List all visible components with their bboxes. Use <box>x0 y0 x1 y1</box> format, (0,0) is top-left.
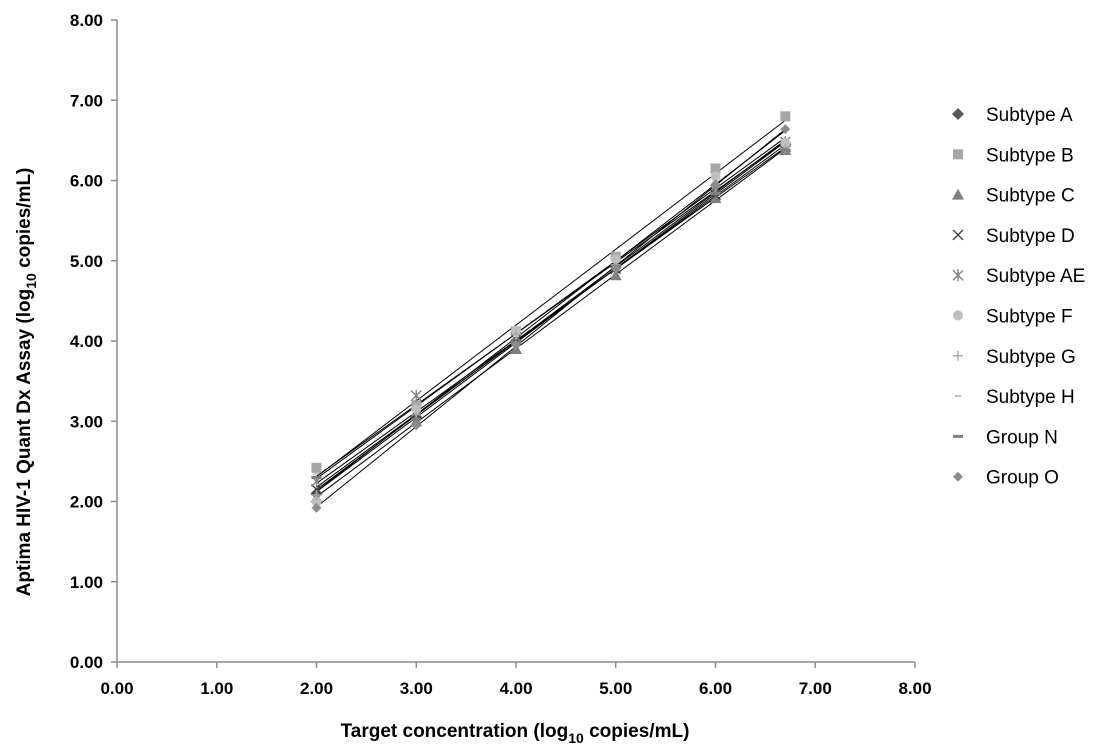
legend-marker <box>952 229 964 241</box>
y-axis-ticks: 0.00 1.00 2.00 3.00 4.00 5.00 6.00 7.00 8.00 <box>70 11 117 672</box>
data-point <box>411 420 422 431</box>
x-tick-label: 2.00 <box>300 679 333 698</box>
legend-label: Subtype G <box>986 347 1076 368</box>
data-point <box>710 163 721 174</box>
legend-label: Subtype B <box>986 145 1074 166</box>
x-tick-label: 1.00 <box>200 679 233 698</box>
data-points <box>310 111 792 513</box>
trendline-group-o <box>316 128 786 508</box>
legend-item: Subtype G <box>953 347 1076 368</box>
legend-label: Subtype D <box>986 226 1075 247</box>
legend-marker <box>952 188 964 200</box>
y-tick-label: 8.00 <box>70 11 103 30</box>
y-tick-label: 3.00 <box>70 412 103 431</box>
y-axis-title-tail: copies/mL) <box>14 168 35 274</box>
trendline-subtype-d <box>316 144 786 488</box>
data-point <box>311 496 322 507</box>
data-point <box>710 179 721 190</box>
data-point <box>311 462 322 473</box>
data-point <box>709 192 722 204</box>
trendline-subtype-c <box>316 148 786 498</box>
legend-marker <box>953 471 963 482</box>
x-tick-label: 0.00 <box>100 679 133 698</box>
legend-label: Group N <box>986 427 1058 448</box>
y-axis-title-main: Aptima HIV-1 Quant Dx Assay (log <box>14 289 35 597</box>
data-point <box>780 124 791 135</box>
data-point <box>311 490 322 501</box>
data-point <box>511 340 521 351</box>
legend-marker <box>953 310 963 321</box>
legend-item: Group O <box>953 468 1059 489</box>
data-point <box>311 483 322 495</box>
y-tick-label: 4.00 <box>70 332 103 351</box>
y-axis-title: Aptima HIV-1 Quant Dx Assay (log10 copie… <box>14 168 39 597</box>
y-tick-label: 5.00 <box>70 252 103 271</box>
data-point <box>710 171 721 182</box>
legend-item: Subtype F <box>953 307 1073 328</box>
data-point <box>610 263 621 274</box>
x-axis-title-sub: 10 <box>568 730 584 746</box>
legend-item: Subtype B <box>953 145 1074 166</box>
legend-marker <box>953 149 963 160</box>
series-group-o <box>311 124 791 513</box>
legend-label: Subtype AE <box>986 266 1085 287</box>
legend-marker <box>953 350 963 361</box>
y-tick-label: 2.00 <box>70 493 103 512</box>
x-tick-label: 5.00 <box>599 679 632 698</box>
y-tick-label: 1.00 <box>70 573 103 592</box>
data-point <box>780 111 791 122</box>
data-point <box>780 143 791 154</box>
x-tick-label: 7.00 <box>799 679 832 698</box>
y-tick-label: 6.00 <box>70 172 103 191</box>
legend-item: Subtype AE <box>952 266 1085 287</box>
x-tick-label: 6.00 <box>699 679 732 698</box>
legend: Subtype A Subtype B Subtype C Subtype D Subt… <box>952 105 1085 489</box>
trendline-subtype-h <box>316 137 786 479</box>
data-point <box>410 389 422 402</box>
legend-label: Subtype C <box>986 186 1075 207</box>
trendlines <box>316 119 786 508</box>
x-axis-ticks: 0.00 1.00 2.00 3.00 4.00 5.00 6.00 7.00 8.00 <box>100 662 932 698</box>
x-tick-label: 8.00 <box>898 679 931 698</box>
x-tick-label: 3.00 <box>400 679 433 698</box>
trendline-group-n <box>316 147 786 484</box>
legend-item: Subtype D <box>952 226 1075 247</box>
legend-label: Subtype A <box>986 105 1073 126</box>
legend-label: Subtype F <box>986 307 1073 328</box>
x-tick-label: 4.00 <box>499 679 532 698</box>
y-axis-title-sub: 10 <box>23 273 39 289</box>
y-tick-label: 0.00 <box>70 653 103 672</box>
data-point <box>511 329 521 340</box>
x-axis-title-main: Target concentration (log <box>341 721 569 742</box>
legend-item: Group N <box>953 427 1058 448</box>
legend-item: Subtype A <box>952 105 1073 126</box>
series-subtype-b <box>311 111 791 473</box>
trendline-subtype-a <box>316 141 786 493</box>
legend-marker <box>952 108 964 120</box>
legend-label: Subtype H <box>986 387 1075 408</box>
x-axis-title-tail: copies/mL) <box>584 721 690 742</box>
y-tick-label: 7.00 <box>70 91 103 110</box>
trendline-subtype-b <box>316 119 786 478</box>
legend-label: Group O <box>986 468 1059 489</box>
legend-marker <box>952 269 964 282</box>
data-point <box>311 502 322 513</box>
x-axis-title: Target concentration (log10 copies/mL) <box>341 721 690 746</box>
legend-item: Subtype H <box>955 387 1075 408</box>
legend-item: Subtype C <box>952 186 1075 207</box>
data-point <box>609 269 622 281</box>
